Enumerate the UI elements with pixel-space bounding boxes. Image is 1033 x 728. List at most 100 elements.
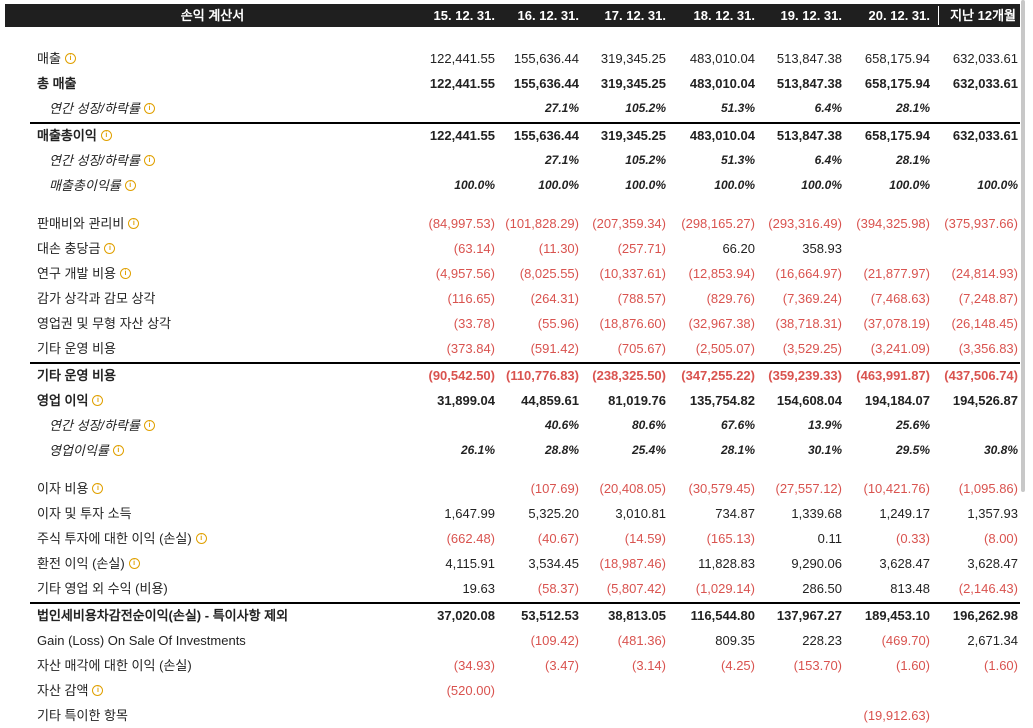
row-label: 매출 i [37,46,76,71]
column-header: 19. 12. 31. [780,8,842,23]
table-cell: (2,146.43) [958,581,1018,596]
table-cell: (165.13) [706,531,755,546]
table-cell: (107.69) [530,481,579,496]
row-label: 영업권 및 무형 자산 상각 [37,311,171,336]
table-cell: 4,115.91 [445,556,495,571]
column-header: 20. 12. 31. [868,8,930,23]
row-label: 기타 운영 비용 [37,336,116,361]
table-cell: (591.42) [530,341,579,356]
info-circle-icon[interactable]: i [64,53,76,65]
table-cell: 66.20 [722,241,755,256]
section-divider [30,602,1020,604]
info-circle-icon[interactable]: i [124,180,136,192]
info-circle-icon[interactable]: i [143,155,155,167]
table-cell [925,148,1018,173]
table-cell: 28.8% [544,443,579,457]
info-circle-icon[interactable]: i [119,268,131,280]
row-label: 연간 성장/하락률 i [49,148,155,173]
table-cell: 658,175.94 [864,51,930,66]
table-row: 이자 비용 i (107.69) (20,408.05) (30,579.45) (27,… [0,476,1023,501]
table-row: 매출 i 122,441.55 155,636.44 319,345.25 483,010… [0,46,1023,71]
table-cell: (394,325.98) [856,216,930,231]
table-cell: (1.60) [984,658,1018,673]
info-circle-icon[interactable]: i [128,558,140,570]
table-cell [405,96,495,121]
row-label-text: 이자 비용 [37,481,89,496]
table-cell: 3,010.81 [615,506,666,521]
info-circle-icon[interactable]: i [104,243,116,255]
info-circle-icon[interactable]: i [92,483,104,495]
table-row: 법인세비용차감전순이익(손실) - 특이사항 제외 37,020.08 53,512… [0,603,1023,628]
table-row: 기타 운영 비용 (373.84) (591.42) (705.67) (2,505.0… [0,336,1023,361]
table-cell: (3.47) [545,658,579,673]
info-circle-icon[interactable]: i [143,420,155,432]
table-cell: 100.0% [454,178,495,192]
header-divider [938,6,939,25]
info-circle-icon[interactable]: i [92,685,104,697]
table-cell: 116,544.80 [690,608,755,623]
table-cell: 6.4% [814,101,842,115]
table-row: 연간 성장/하락률 i 40.6% 80.6% 67.6% 13.9% 25.6% [0,413,1023,438]
table-cell [745,703,842,728]
table-cell: (4.25) [721,658,755,673]
row-label-text: 영업권 및 무형 자산 상각 [37,316,172,331]
table-row: 연구 개발 비용 i (4,957.56) (8,025.55) (10,337.61)… [0,261,1023,286]
table-cell: 122,441.55 [429,51,495,66]
table-cell [405,628,495,653]
table-cell [925,413,1018,438]
table-cell: (359,239.33) [768,368,842,383]
info-circle-icon[interactable]: i [143,103,155,115]
table-cell: 513,847.38 [776,51,842,66]
column-header: 18. 12. 31. [693,8,755,23]
table-cell: (373.84) [446,341,495,356]
table-cell: (264.31) [530,291,579,306]
table-cell: (0.33) [896,531,930,546]
vertical-scrollbar[interactable] [1021,0,1025,492]
table-row: 자산 감액 i (520.00) [0,678,1023,703]
table-cell: (5,807.42) [606,581,666,596]
table-cell: 80.6% [631,418,666,432]
table-cell: 135,754.82 [689,393,755,408]
table-cell: 30.8% [983,443,1018,457]
table-cell: (18,987.46) [599,556,667,571]
table-cell: 28.1% [895,101,930,115]
table-cell: 1,647.99 [444,506,495,521]
row-label-text: 법인세비용차감전순이익(손실) - 특이사항 제외 [37,608,289,623]
row-label-text: 기타 운영 비용 [37,368,116,383]
table-cell: 122,441.55 [429,76,495,91]
table-cell: 319,345.25 [600,128,666,143]
table-cell: 6.4% [814,153,842,167]
row-label-text: 연간 성장/하락률 [49,101,140,116]
info-circle-icon[interactable]: i [112,445,124,457]
column-header: 15. 12. 31. [433,8,495,23]
column-header: 16. 12. 31. [517,8,579,23]
table-cell [490,678,579,703]
table-cell: (12,853.94) [688,266,756,281]
info-circle-icon[interactable]: i [92,395,104,407]
table-cell: (33.78) [453,316,495,331]
info-circle-icon[interactable]: i [195,533,207,545]
table-cell: 632,033.61 [952,76,1018,91]
table-cell: 25.6% [895,418,930,432]
table-cell: 2,671.34 [967,633,1018,648]
table-cell [575,703,666,728]
table-cell: 319,345.25 [600,76,666,91]
table-cell: 483,010.04 [689,51,755,66]
row-label: 주식 투자에 대한 이익 (손실) i [37,526,207,551]
table-cell: 194,526.87 [952,393,1018,408]
table-cell: 319,345.25 [600,51,666,66]
table-row: 기타 운영 비용 (90,542.50) (110,776.83) (238,325.… [0,363,1023,388]
row-label: 매출총이익률 i [49,173,136,198]
row-label: Gain (Loss) On Sale Of Investments [37,628,246,653]
table-row: 주식 투자에 대한 이익 (손실) i (662.48) (40.67) (14.59)… [0,526,1023,551]
info-circle-icon[interactable]: i [100,130,112,142]
table-cell: 483,010.04 [689,128,755,143]
row-label: 기타 특이한 항목 [37,703,128,728]
info-circle-icon[interactable]: i [128,218,140,230]
table-cell: (3,356.83) [958,341,1018,356]
table-cell: 513,847.38 [776,76,842,91]
row-label-text: 기타 특이한 항목 [37,708,128,723]
table-cell: 81,019.76 [608,393,666,408]
table-cell: (298,165.27) [681,216,755,231]
table-cell: (1,029.14) [695,581,755,596]
